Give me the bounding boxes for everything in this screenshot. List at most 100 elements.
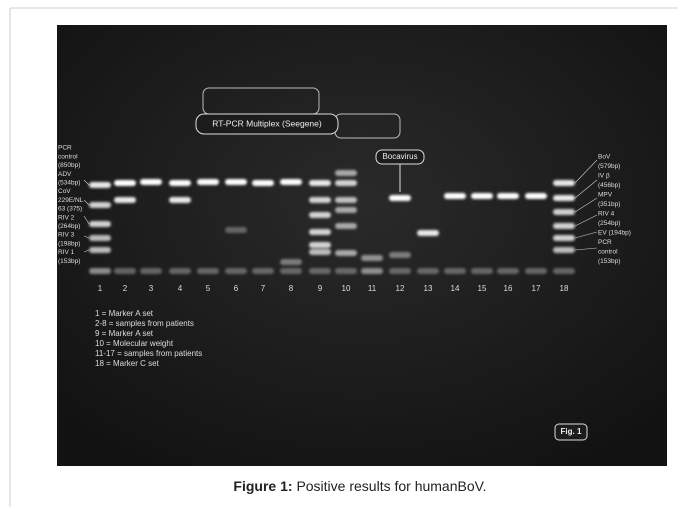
legend-line: 9 = Marker A set [95,329,154,338]
caption-text: Positive results for humanBoV. [296,478,486,494]
primer-band [140,268,162,274]
left-label: 229E/NL [58,197,84,204]
primer-band [89,268,111,274]
callout: Bocavirus [382,152,417,161]
primer-band [309,268,331,274]
primer-band [114,268,136,274]
band [497,193,519,199]
caption-label: Figure 1: [233,478,292,494]
band [471,193,493,199]
right-label: (351bp) [598,201,620,208]
left-label: ADV [58,171,72,178]
band [444,193,466,199]
lane-number: 16 [504,284,513,293]
band [389,252,411,258]
band [252,180,274,186]
band [89,235,111,241]
lane-number: 3 [149,284,154,293]
lane-number: 1 [98,284,103,293]
right-label: EV (194bp) [598,230,631,237]
left-label: (264bp) [58,223,80,230]
primer-band [497,268,519,274]
primer-band [389,268,411,274]
left-label: RIV 1 [58,249,75,256]
band [389,195,411,201]
band [335,223,357,229]
lane-number: 17 [532,284,541,293]
band [114,180,136,186]
right-label: PCR [598,239,612,246]
caption: Figure 1: Positive results for humanBoV. [233,478,486,494]
right-label: (254bp) [598,220,620,227]
band [169,180,191,186]
band [169,197,191,203]
lane-number: 10 [342,284,351,293]
right-label: (579bp) [598,163,620,170]
band [89,202,111,208]
left-label: (153bp) [58,258,80,265]
band [89,247,111,253]
left-label: RIV 3 [58,232,75,239]
band [140,179,162,185]
fig-tag: Fig. 1 [561,427,582,436]
primer-band [444,268,466,274]
page: RT-PCR Multiplex (Seegene) Bocavirus Fig… [0,0,678,507]
right-label: MPV [598,192,613,199]
band [309,242,331,248]
band [114,197,136,203]
right-label: IV β [598,173,610,180]
primer-band [280,268,302,274]
lane-number: 8 [289,284,294,293]
band [309,197,331,203]
band [553,180,575,186]
left-label: (198bp) [58,240,80,247]
primer-band [252,268,274,274]
primer-band [417,268,439,274]
primer-band [525,268,547,274]
band [417,230,439,236]
lane-number: 4 [178,284,183,293]
legend-line: 1 = Marker A set [95,309,154,318]
right-label: (456bp) [598,182,620,189]
band [335,180,357,186]
left-label: 63 (375) [58,206,82,213]
band [553,235,575,241]
left-label: (534bp) [58,180,80,187]
band [335,250,357,256]
band [89,182,111,188]
right-label: (153bp) [598,258,620,265]
figure: RT-PCR Multiplex (Seegene) Bocavirus Fig… [0,0,678,507]
left-label: (850bp) [58,162,80,169]
band [553,223,575,229]
band [225,179,247,185]
band [553,247,575,253]
lane-number: 12 [396,284,405,293]
left-label: CoV [58,188,71,195]
right-label: RIV 4 [598,211,615,218]
band [361,255,383,261]
primer-band [225,268,247,274]
left-label: PCR [58,145,72,152]
lane-number: 15 [478,284,487,293]
legend-line: 2-8 = samples from patients [95,319,194,328]
legend-line: 18 = Marker C set [95,359,160,368]
band [553,209,575,215]
band [280,259,302,265]
gel-image [57,25,667,466]
lane-number: 18 [560,284,569,293]
band [335,170,357,176]
band [197,179,219,185]
primer-band [361,268,383,274]
band [225,227,247,233]
right-label: control [598,249,618,256]
band [309,180,331,186]
lane-number: 5 [206,284,211,293]
primer-band [471,268,493,274]
band [335,207,357,213]
lane-number: 11 [368,284,377,293]
band [553,195,575,201]
lane-number: 14 [451,284,460,293]
lane-number: 9 [318,284,323,293]
left-label: control [58,153,78,160]
lane-number: 2 [123,284,128,293]
